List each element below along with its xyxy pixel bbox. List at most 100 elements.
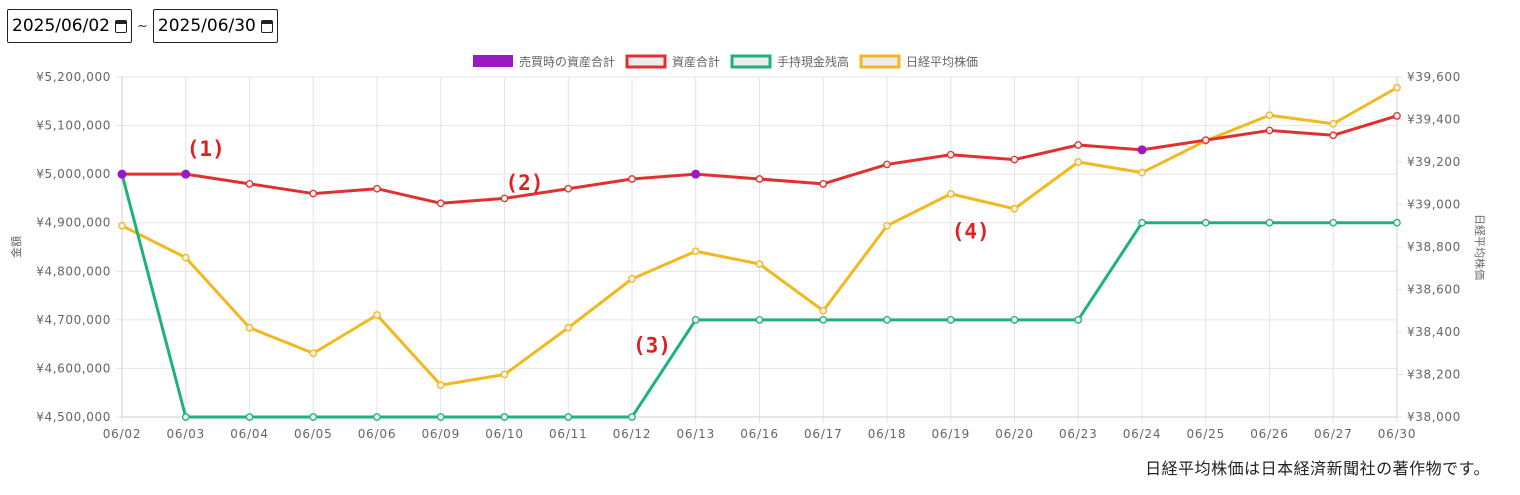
- series-layer: [117, 83, 1401, 421]
- x-axis-tick-label: 06/11: [549, 427, 588, 441]
- annotation-label: (2): [506, 171, 544, 195]
- legend-item[interactable]: 日経平均株価: [859, 54, 978, 69]
- data-point: [1329, 218, 1338, 227]
- trade-point: [691, 169, 701, 179]
- left-axis-title: 金額: [9, 236, 23, 258]
- data-point: [1329, 119, 1338, 128]
- legend-item[interactable]: 売買時の資産合計: [473, 54, 615, 69]
- left-axis-tick-label: ¥4,600,000: [36, 361, 111, 375]
- data-point: [245, 180, 254, 188]
- data-point: [946, 150, 955, 159]
- data-point: [1329, 131, 1338, 140]
- right-axis-tick-label: ¥38,400: [1407, 325, 1461, 339]
- data-point: [946, 316, 955, 324]
- right-axis-tick-label: ¥38,600: [1407, 283, 1461, 297]
- legend-swatch: [730, 54, 772, 69]
- x-axis-tick-label: 06/23: [1059, 427, 1098, 441]
- data-point: [1265, 126, 1274, 135]
- x-axis-tick-label: 06/06: [358, 427, 397, 441]
- data-point: [309, 349, 318, 358]
- x-axis-tick-label: 06/10: [485, 427, 524, 441]
- left-axis-tick-label: ¥5,000,000: [36, 167, 111, 181]
- axes: ¥4,500,000 ¥4,600,000 ¥4,700,000 ¥4,800,000…: [9, 70, 1487, 441]
- data-point: [309, 189, 318, 198]
- legend-swatch: [625, 54, 667, 69]
- data-point: [245, 413, 254, 421]
- legend-swatch: [473, 55, 513, 67]
- x-axis-tick-label: 06/19: [931, 427, 970, 441]
- x-axis-tick-label: 06/24: [1123, 427, 1162, 441]
- legend-label: 日経平均株価: [906, 54, 978, 69]
- data-point: [628, 413, 636, 421]
- legend-label: 資産合計: [672, 54, 720, 69]
- x-axis-tick-label: 06/02: [103, 427, 142, 441]
- start-date-value: 2025/06/02: [12, 16, 110, 36]
- data-point: [1393, 218, 1401, 227]
- data-point: [181, 413, 190, 421]
- data-point: [946, 190, 955, 198]
- calendar-icon[interactable]: [114, 19, 127, 33]
- legend-item[interactable]: 手持現金残高: [730, 54, 849, 69]
- annotation-label: (4): [952, 219, 990, 243]
- x-axis-tick-label: 06/30: [1378, 427, 1417, 441]
- x-axis-tick-label: 06/13: [676, 427, 715, 441]
- legend-swatch: [859, 54, 901, 69]
- x-axis-tick-label: 06/18: [868, 427, 907, 441]
- data-point: [628, 175, 636, 183]
- right-axis-tick-label: ¥39,200: [1407, 155, 1461, 169]
- data-point: [755, 175, 764, 183]
- x-axis-tick-label: 06/25: [1186, 427, 1225, 441]
- annotations: (1) (2) (3) (4): [187, 137, 990, 358]
- annotation-label: (3): [633, 334, 671, 358]
- right-axis-tick-label: ¥39,600: [1407, 70, 1461, 84]
- trade-point: [117, 169, 127, 179]
- legend: 売買時の資産合計 資産合計 手持現金残高 日経平均株価: [473, 54, 978, 69]
- data-point: [1393, 112, 1401, 120]
- data-point: [691, 316, 700, 324]
- data-point: [1138, 168, 1146, 177]
- right-axis-tick-label: ¥38,200: [1407, 368, 1461, 382]
- data-point: [1010, 316, 1019, 324]
- right-axis-title: 日経平均株価: [1473, 214, 1487, 280]
- data-point: [436, 413, 445, 421]
- data-point: [1010, 204, 1019, 213]
- data-point: [819, 180, 828, 188]
- data-point: [819, 316, 828, 324]
- left-axis-tick-label: ¥4,900,000: [36, 216, 111, 230]
- data-point: [309, 413, 318, 421]
- x-axis-tick-label: 06/17: [804, 427, 843, 441]
- x-axis-tick-label: 06/16: [740, 427, 779, 441]
- data-point: [373, 184, 381, 193]
- data-point: [1201, 218, 1210, 227]
- calendar-icon[interactable]: [260, 19, 273, 33]
- data-point: [181, 253, 190, 262]
- data-point: [1265, 111, 1274, 120]
- date-range-separator: ~: [136, 18, 148, 34]
- annotation-label: (1): [187, 137, 225, 161]
- trade-point: [181, 169, 191, 179]
- right-axis-tick-label: ¥39,000: [1407, 198, 1461, 212]
- data-point: [500, 194, 509, 203]
- data-point: [1201, 136, 1210, 144]
- right-axis-tick-label: ¥38,000: [1407, 410, 1461, 424]
- trade-point: [1137, 145, 1147, 155]
- x-axis-tick-label: 06/27: [1314, 427, 1353, 441]
- data-point: [1138, 218, 1146, 227]
- legend-item[interactable]: 資産合計: [625, 54, 720, 69]
- data-point: [1265, 218, 1274, 227]
- left-axis-tick-label: ¥4,700,000: [36, 313, 111, 327]
- data-point: [564, 323, 573, 332]
- data-point: [564, 184, 573, 193]
- end-date-input[interactable]: 2025/06/30: [152, 9, 278, 43]
- x-axis-tick-label: 06/12: [613, 427, 652, 441]
- left-axis-tick-label: ¥5,200,000: [36, 70, 111, 84]
- legend-label: 手持現金残高: [777, 54, 849, 69]
- data-point: [1010, 155, 1019, 164]
- start-date-input[interactable]: 2025/06/02: [7, 9, 132, 43]
- x-axis-tick-label: 06/26: [1250, 427, 1289, 441]
- data-point: [819, 306, 828, 315]
- left-axis-tick-label: ¥4,500,000: [36, 410, 111, 424]
- data-point: [118, 221, 126, 230]
- date-range-picker: 2025/06/02 ~ 2025/06/30: [7, 9, 278, 43]
